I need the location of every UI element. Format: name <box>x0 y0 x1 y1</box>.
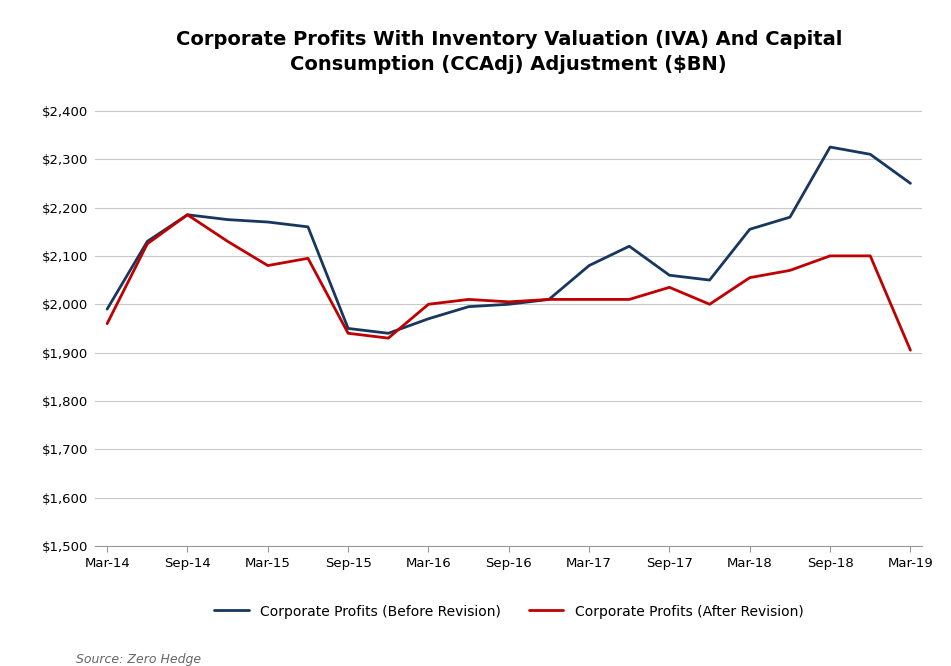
Line: Corporate Profits (After Revision): Corporate Profits (After Revision) <box>107 214 910 350</box>
Corporate Profits (Before Revision) <box>423 315 435 323</box>
Corporate Profits (After Revision) <box>785 266 796 274</box>
Corporate Profits (Before Revision) <box>704 276 715 284</box>
Corporate Profits (Before Revision) <box>744 225 755 233</box>
Corporate Profits (After Revision) <box>704 300 715 308</box>
Line: Corporate Profits (Before Revision): Corporate Profits (Before Revision) <box>107 147 910 333</box>
Corporate Profits (After Revision) <box>302 254 314 262</box>
Corporate Profits (Before Revision) <box>342 324 354 332</box>
Title: Corporate Profits With Inventory Valuation (IVA) And Capital
Consumption (CCAdj): Corporate Profits With Inventory Valuati… <box>176 30 842 74</box>
Corporate Profits (Before Revision) <box>583 262 594 270</box>
Corporate Profits (After Revision) <box>382 334 394 342</box>
Corporate Profits (After Revision) <box>583 296 594 304</box>
Legend: Corporate Profits (Before Revision), Corporate Profits (After Revision): Corporate Profits (Before Revision), Cor… <box>208 599 809 624</box>
Corporate Profits (After Revision) <box>503 298 514 306</box>
Corporate Profits (Before Revision) <box>785 213 796 221</box>
Corporate Profits (Before Revision) <box>262 218 274 226</box>
Corporate Profits (After Revision) <box>664 283 675 291</box>
Corporate Profits (After Revision) <box>864 252 876 260</box>
Corporate Profits (After Revision) <box>342 329 354 337</box>
Corporate Profits (Before Revision) <box>664 271 675 279</box>
Corporate Profits (After Revision) <box>182 210 193 218</box>
Corporate Profits (After Revision) <box>102 320 113 328</box>
Corporate Profits (Before Revision) <box>825 143 836 151</box>
Corporate Profits (Before Revision) <box>904 179 916 187</box>
Corporate Profits (After Revision) <box>624 296 635 304</box>
Corporate Profits (After Revision) <box>904 346 916 354</box>
Corporate Profits (After Revision) <box>262 262 274 270</box>
Corporate Profits (Before Revision) <box>624 242 635 250</box>
Corporate Profits (Before Revision) <box>182 210 193 218</box>
Corporate Profits (Before Revision) <box>463 302 475 310</box>
Corporate Profits (After Revision) <box>744 274 755 282</box>
Corporate Profits (After Revision) <box>463 296 475 304</box>
Corporate Profits (Before Revision) <box>543 296 554 304</box>
Corporate Profits (After Revision) <box>423 300 435 308</box>
Corporate Profits (Before Revision) <box>142 237 153 245</box>
Corporate Profits (Before Revision) <box>503 300 514 308</box>
Corporate Profits (After Revision) <box>543 296 554 304</box>
Corporate Profits (Before Revision) <box>382 329 394 337</box>
Text: Source: Zero Hedge: Source: Zero Hedge <box>76 653 202 666</box>
Corporate Profits (After Revision) <box>142 240 153 248</box>
Corporate Profits (Before Revision) <box>302 223 314 231</box>
Corporate Profits (After Revision) <box>222 237 233 245</box>
Corporate Profits (Before Revision) <box>102 305 113 313</box>
Corporate Profits (After Revision) <box>825 252 836 260</box>
Corporate Profits (Before Revision) <box>222 216 233 224</box>
Corporate Profits (Before Revision) <box>864 151 876 159</box>
